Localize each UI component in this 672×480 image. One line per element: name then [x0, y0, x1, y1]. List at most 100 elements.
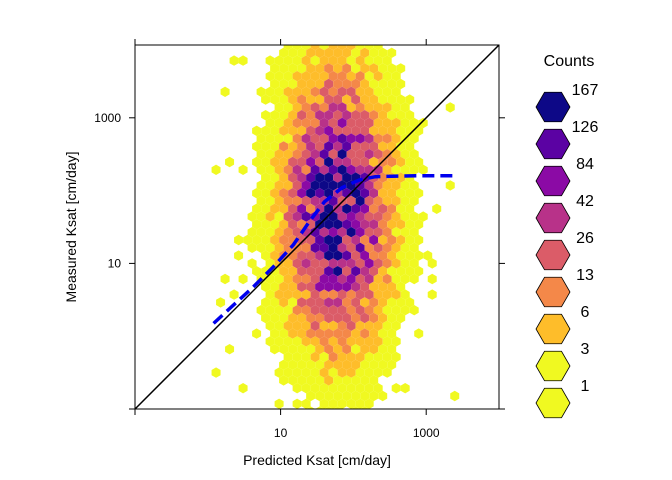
hexbin-cell — [373, 383, 383, 394]
hexbin-cell — [256, 133, 266, 144]
hexbin-cell — [396, 203, 406, 214]
hexbin-cell — [279, 375, 289, 386]
hexbin-cell — [405, 297, 415, 308]
hexbin-cell — [220, 273, 230, 285]
hexbin-cell — [283, 336, 293, 347]
hexbin-cell — [292, 149, 302, 160]
hexbin-cell — [360, 156, 370, 168]
hexbin-cell — [310, 227, 320, 238]
hexbin-cell — [346, 258, 356, 269]
hexbin-cell — [373, 86, 383, 97]
hexbin-cell — [292, 211, 302, 222]
hexbin-cell — [414, 156, 424, 168]
hexbin-cell — [265, 195, 275, 207]
hexbin-cell — [324, 141, 334, 152]
hexbin-cell — [297, 344, 307, 355]
hexbin-cell — [270, 94, 280, 105]
hexbin-cell — [288, 266, 298, 277]
hexbin-cell — [265, 211, 275, 222]
hexbin-cell — [283, 164, 293, 175]
hexbin-cell — [328, 71, 338, 82]
hexbin-cell — [360, 266, 370, 277]
hexbin-cell — [355, 102, 365, 113]
hexbin-cell — [396, 266, 406, 277]
hexbin-cell — [279, 156, 289, 168]
hexbin-cell — [355, 55, 365, 66]
hexbin-cell — [387, 125, 397, 136]
hexbin-cell — [387, 94, 397, 105]
hexbin-cell — [355, 164, 365, 175]
hexbin-cell — [301, 71, 311, 82]
hexbin-cell — [355, 305, 365, 316]
hexbin-cell — [328, 55, 338, 66]
hexbin-cell — [369, 94, 379, 105]
hexbin-cell — [297, 110, 307, 121]
hexbin-cell — [292, 383, 302, 394]
hexbin-cell — [301, 55, 311, 66]
lines-layer — [135, 45, 499, 409]
hexbin-cell — [351, 219, 361, 230]
legend-label: 1 — [581, 378, 590, 395]
hexbin-cell — [405, 141, 415, 152]
hexbin-cell — [256, 227, 266, 238]
hexbin-cell — [337, 398, 347, 409]
hexbin-cell — [378, 63, 388, 74]
hexbin-cell — [369, 344, 379, 355]
hexbin-cell — [315, 375, 325, 386]
hexbin-cell — [306, 203, 316, 214]
hexbin-cell — [378, 297, 388, 308]
hexbin-cell — [306, 110, 316, 121]
hexbin-cell — [283, 45, 293, 51]
hexbin-cell — [346, 164, 356, 175]
hexbin-cell — [342, 203, 352, 214]
hexbin-cell — [274, 86, 284, 97]
hexbin-cell — [310, 242, 320, 253]
hexbin-cell — [279, 219, 289, 230]
hexbin-cell — [382, 55, 392, 66]
hexbin-cell — [346, 273, 356, 285]
hexbin-cell — [315, 156, 325, 168]
hexbin-layer — [211, 45, 460, 409]
hexbin-cell — [382, 273, 392, 285]
hexbin-cell — [364, 336, 374, 347]
hexbin-cell — [283, 289, 293, 300]
hexbin-cell — [292, 180, 302, 191]
hexbin-cell — [337, 320, 347, 331]
hexbin-cell — [382, 164, 392, 175]
hexbin-cell — [409, 195, 419, 207]
hexbin-cell — [292, 86, 302, 97]
hexbin-cell — [292, 305, 302, 316]
hexbin-cell — [265, 133, 275, 144]
hexbin-cell — [256, 195, 266, 207]
hexbin-cell — [333, 375, 343, 386]
hexbin-cell — [391, 117, 401, 129]
hexbin-cell — [328, 86, 338, 97]
hexbin-cell — [355, 289, 365, 300]
hexbin-cell — [310, 195, 320, 207]
hexbin-cell — [391, 383, 401, 394]
hexbin-cell — [342, 125, 352, 136]
hexbin-cell — [238, 383, 248, 394]
hexbin-cell — [364, 45, 374, 51]
hexbin-cell — [247, 242, 257, 253]
hexbin-cell — [324, 297, 334, 308]
hexbin-cell — [346, 117, 356, 129]
hexbin-cell — [261, 141, 271, 152]
hexbin-cell — [364, 289, 374, 300]
hexbin-cell — [310, 320, 320, 331]
hexbin-cell — [306, 344, 316, 355]
hexbin-cell — [364, 102, 374, 113]
hexbin-cell — [319, 86, 329, 97]
hexbin-cell — [387, 328, 397, 339]
hexbin-cell — [315, 266, 325, 277]
hexbin-cell — [279, 359, 289, 370]
hexbin-cell — [360, 125, 370, 136]
hexbin-cell — [315, 344, 325, 355]
hexbin-cell — [297, 188, 307, 199]
hexbin-cell — [324, 250, 334, 261]
hexbin-cell — [261, 250, 271, 261]
hexbin-cell — [279, 94, 289, 105]
hexbin-cell — [400, 180, 410, 191]
hexbin-cell — [333, 172, 343, 183]
hexbin-cell — [274, 102, 284, 113]
